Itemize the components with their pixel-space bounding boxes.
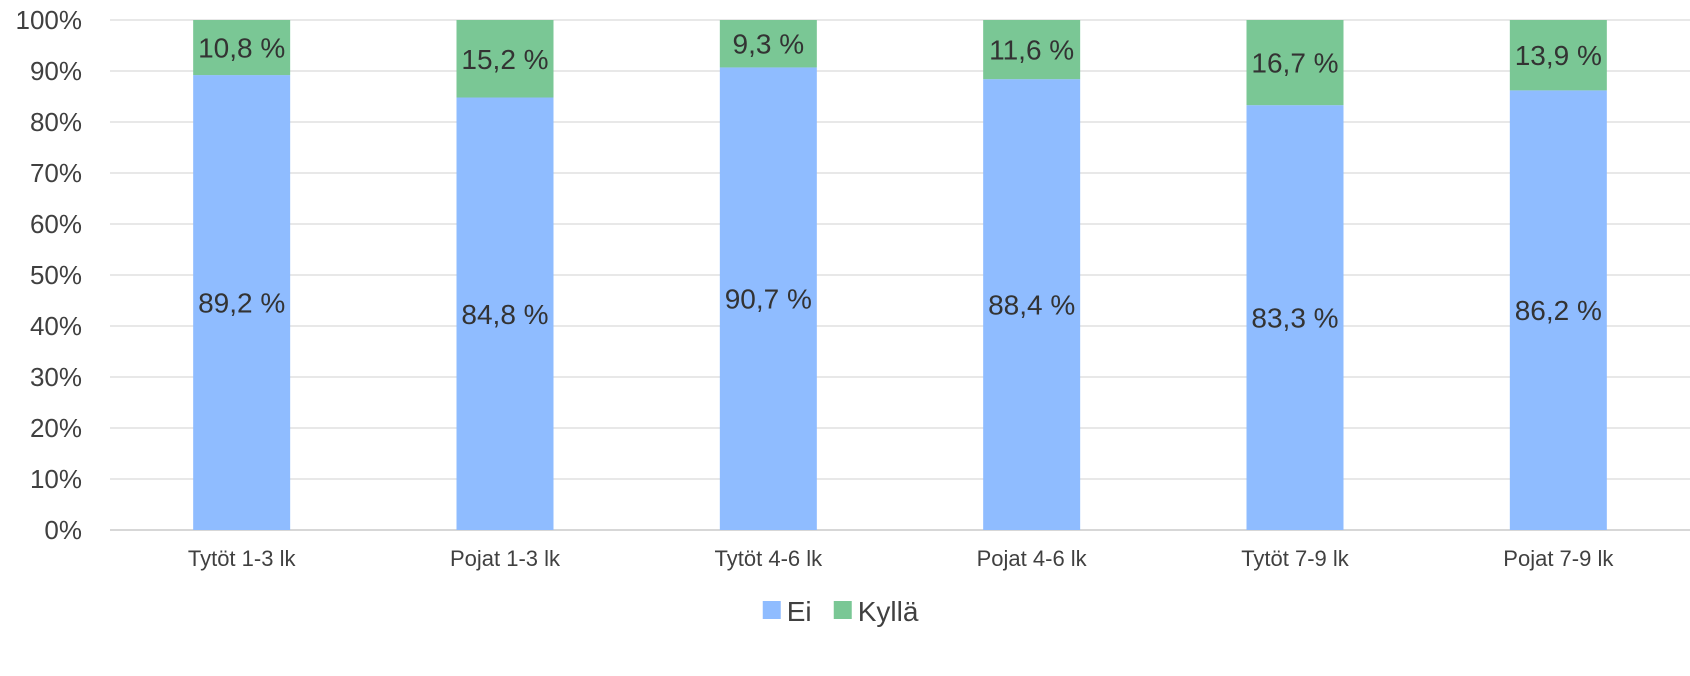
data-label: 16,7 % [1251, 48, 1338, 79]
bar-ei [1509, 90, 1607, 530]
data-label: 86,2 % [1515, 295, 1602, 326]
data-label: 13,9 % [1515, 40, 1602, 71]
legend-swatch [762, 601, 781, 619]
data-label: 89,2 % [198, 288, 285, 319]
x-category-label: Pojat 4-6 lk [977, 546, 1088, 571]
y-tick-label: 70% [30, 158, 82, 188]
data-label: 11,6 % [989, 35, 1074, 66]
bar-ei [193, 75, 291, 530]
y-tick-label: 90% [30, 56, 82, 86]
y-tick-label: 10% [30, 464, 82, 494]
y-tick-label: 20% [30, 413, 82, 443]
bar-kyll- [193, 20, 291, 76]
bar-ei [983, 79, 1081, 530]
x-category-label: Tytöt 7-9 lk [1241, 546, 1350, 571]
y-tick-label: 60% [30, 209, 82, 239]
bar-ei [456, 97, 554, 531]
bar-kyll- [456, 20, 554, 98]
y-axis-ticks: 0% 10% 20% 30% 40% 50% 60% 70% 80% 90% 100% [16, 5, 83, 545]
bar-kyll- [1246, 20, 1344, 106]
x-axis-categories: Tytöt 1-3 lk Pojat 1-3 lk Tytöt 4-6 lk Poja… [188, 546, 1614, 571]
data-label: 83,3 % [1251, 303, 1338, 334]
bar-ei [719, 67, 817, 531]
x-category-label: Pojat 1-3 lk [450, 546, 561, 571]
data-labels: 89,2 % 10,8 % 84,8 % 15,2 % 90,7 % 9,3 % 88,4 … [198, 29, 1602, 334]
y-tick-label: 50% [30, 260, 82, 290]
bar-kyll- [719, 20, 817, 68]
data-label: 10,8 % [198, 33, 285, 64]
y-tick-label: 30% [30, 362, 82, 392]
x-category-label: Tytöt 4-6 lk [715, 546, 824, 571]
bar-ei [1246, 105, 1344, 531]
x-category-label: Tytöt 1-3 lk [188, 546, 297, 571]
y-tick-label: 40% [30, 311, 82, 341]
legend-label: Ei [787, 596, 812, 627]
legend: Ei Kyllä [762, 596, 919, 627]
data-label: 90,7 % [725, 284, 812, 315]
y-tick-label: 80% [30, 107, 82, 137]
bar-kyll- [1509, 20, 1607, 91]
legend-label: Kyllä [858, 596, 919, 627]
gridlines [110, 19, 1690, 531]
y-tick-label: 0% [44, 515, 82, 545]
data-label: 9,3 % [733, 29, 805, 60]
data-label: 84,8 % [461, 299, 548, 330]
x-category-label: Pojat 7-9 lk [1503, 546, 1614, 571]
y-tick-label: 100% [16, 5, 83, 35]
data-label: 15,2 % [461, 44, 548, 75]
legend-swatch [833, 601, 852, 619]
bars [193, 20, 1607, 531]
bar-kyll- [983, 20, 1081, 80]
data-label: 88,4 % [988, 290, 1075, 321]
